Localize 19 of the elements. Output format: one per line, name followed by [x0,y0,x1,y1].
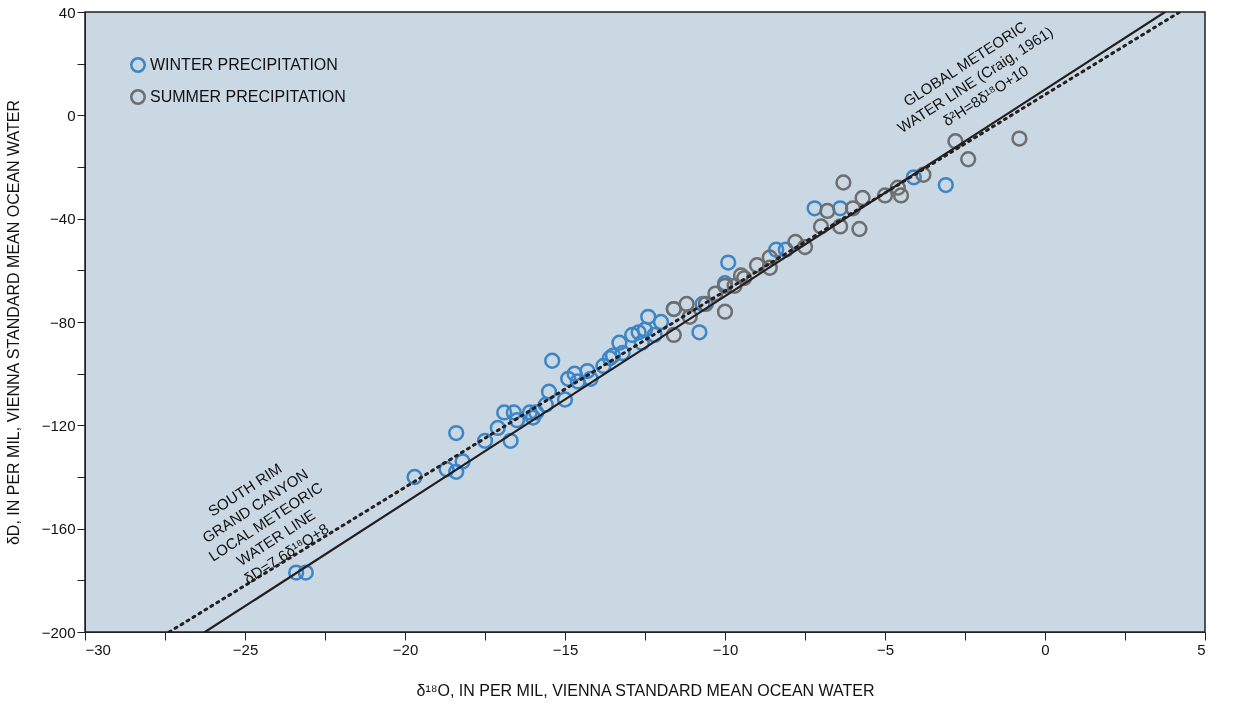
y-tick-label: −80 [50,313,76,331]
x-tick-label: −25 [232,640,259,658]
legend-label: WINTER PRECIPITATION [150,56,338,73]
legend-label: SUMMER PRECIPITATION [150,88,346,105]
x-tick-label: 5 [1197,640,1206,658]
y-tick-label: −120 [41,416,76,434]
x-tick-label: −20 [392,640,419,658]
y-tick-label: −200 [41,623,76,641]
y-tick-label: 40 [58,3,76,21]
x-tick-label: −5 [876,640,895,658]
y-tick-label: 0 [67,106,76,124]
y-tick-label: −40 [50,210,76,228]
x-axis-title: δ¹⁸O, IN PER MIL, VIENNA STANDARD MEAN OCEAN WATER [416,681,875,699]
y-axis-title: δD, IN PER MIL, VIENNA STANDARD MEAN OCEAN WATER [4,99,22,546]
x-tick-label: −15 [552,640,579,658]
x-tick-label: −10 [712,640,739,658]
x-tick-label: 0 [1041,640,1050,658]
x-tick-label: −30 [85,640,111,658]
y-tick-label: −160 [41,520,76,538]
